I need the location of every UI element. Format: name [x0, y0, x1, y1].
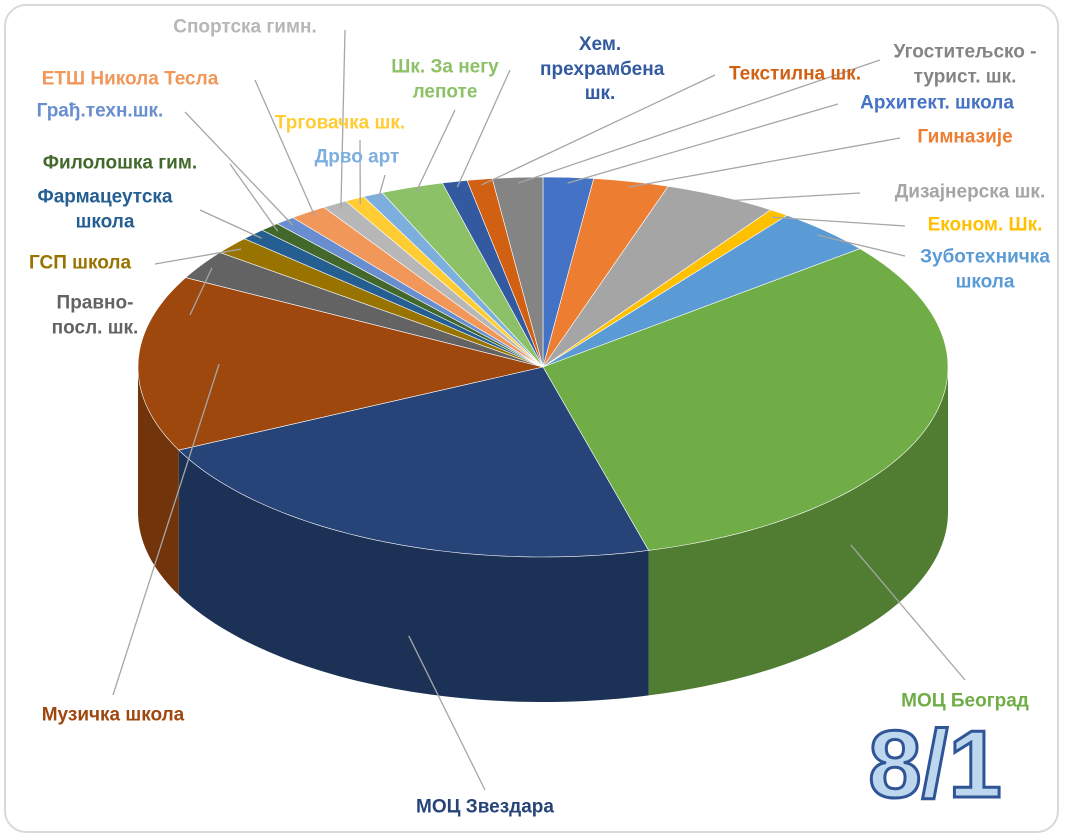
slice-label: Гимназије: [917, 126, 1013, 148]
leader-line: [481, 74, 716, 186]
frame: [4, 4, 1059, 833]
slice-label: Текстилна шк.: [728, 63, 862, 85]
leader-line: [112, 363, 220, 696]
slice-label: Хем. прехрамбена шк.: [540, 33, 665, 105]
leader-line: [771, 216, 906, 227]
slice: [185, 252, 544, 368]
leader-line: [184, 111, 294, 226]
leader-line: [456, 69, 511, 188]
leader-line: [189, 267, 213, 316]
slice-side: [648, 367, 948, 696]
slice: [542, 248, 949, 551]
leader-line: [850, 544, 966, 681]
slice-label: Правно-посл. шк.: [51, 292, 139, 338]
annotation: 8/1: [867, 710, 1003, 820]
slice: [178, 366, 650, 558]
leader-line: [254, 79, 316, 218]
leader-line: [199, 209, 263, 239]
slice-label: МОЦ Београд: [901, 690, 1029, 712]
slice-side: [138, 367, 179, 596]
leader-line: [567, 103, 839, 184]
slice-label: Фармацеутска школа: [37, 186, 173, 232]
leader-line: [229, 163, 279, 232]
leader-line: [518, 59, 881, 184]
slice-label: Филолошка гим.: [42, 152, 198, 174]
leader-line: [415, 109, 456, 193]
slice-label: Угоститељско - турист. шк.: [893, 41, 1037, 87]
slice-label: Шк. За негу лепоте: [391, 56, 499, 102]
slice-side: [178, 450, 649, 702]
slice-label: Архитект. школа: [860, 92, 1014, 114]
slice-label: Трговачка шк.: [274, 112, 406, 134]
slice-label: Дрво арт: [314, 146, 400, 168]
slice-label: Дизајнерска шк.: [894, 181, 1046, 203]
slice-label: Економ. Шк.: [927, 214, 1043, 236]
leader-line: [377, 174, 386, 200]
slice: [137, 277, 544, 451]
leader-line: [340, 29, 346, 209]
leader-line: [154, 248, 242, 265]
slice-label: Спортска гимн.: [173, 16, 317, 38]
slice-label: Грађ.техн.шк.: [36, 100, 164, 122]
leader-line: [715, 192, 861, 203]
slice: [542, 178, 669, 368]
leader-line: [817, 234, 906, 257]
slice-label: ЕТШ Никола Тесла: [41, 68, 219, 90]
slice-label: ГСП школа: [28, 252, 132, 274]
slice: [381, 182, 544, 368]
leader-line: [628, 137, 901, 188]
slice: [542, 185, 772, 368]
slice-label: Зуботехничка школа: [920, 246, 1050, 292]
slice-label: МОЦ Звездара: [416, 796, 554, 818]
leader-line: [408, 635, 486, 791]
slice-label: Музичка школа: [41, 704, 185, 726]
